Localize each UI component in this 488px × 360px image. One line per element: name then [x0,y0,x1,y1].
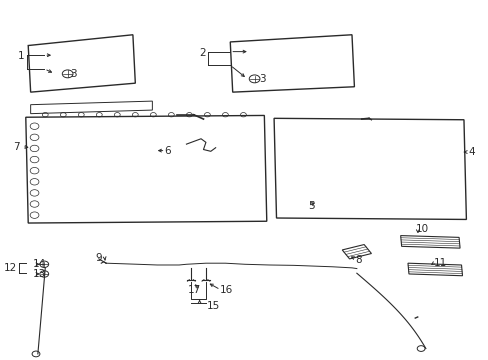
Text: 2: 2 [199,48,205,58]
Text: 6: 6 [164,146,171,156]
Text: 9: 9 [95,253,102,263]
Text: 5: 5 [307,201,314,211]
Text: 17: 17 [187,285,201,296]
Text: 1: 1 [18,51,25,61]
Text: 11: 11 [433,258,446,268]
Text: 16: 16 [219,285,232,296]
Text: 8: 8 [354,255,361,265]
Text: 3: 3 [70,69,77,79]
Text: 10: 10 [415,225,428,234]
Text: 14: 14 [33,259,46,269]
Text: 3: 3 [259,74,265,84]
Text: 12: 12 [4,263,18,273]
Text: 13: 13 [33,269,46,279]
Text: 4: 4 [468,147,474,157]
Text: 15: 15 [206,301,220,311]
Text: 7: 7 [13,142,20,152]
